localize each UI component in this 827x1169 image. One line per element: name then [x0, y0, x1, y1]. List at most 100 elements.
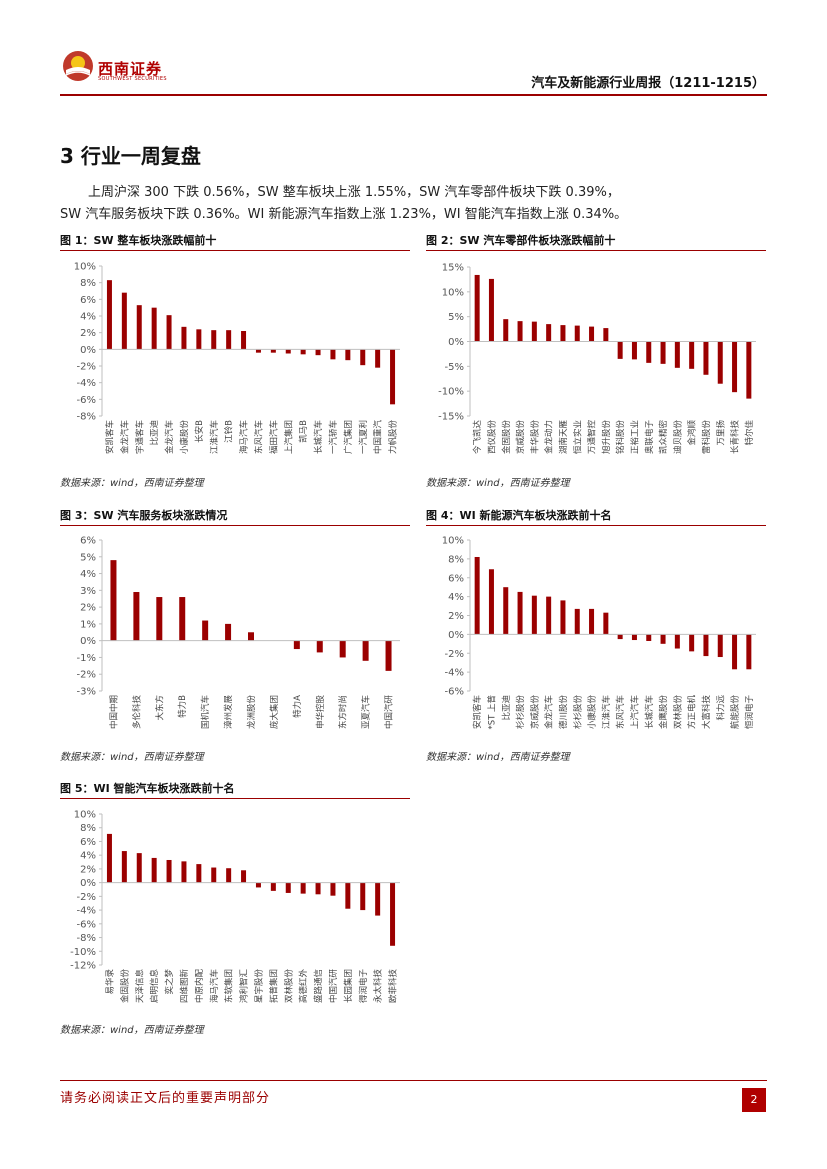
chart-4-category-label: 杉杉股份 — [572, 695, 583, 730]
footer-disclaimer: 请务必阅读正文后的重要声明部分 — [60, 1091, 271, 1106]
chart-4-category-label: 上汽汽车 — [629, 695, 640, 729]
chart-4-category-label: 比亚迪 — [501, 695, 512, 721]
chart-4-y-tick-label: -2% — [445, 649, 464, 660]
chart-4-category-label: 方正电机 — [687, 695, 698, 730]
chart-4-y-tick-label: 6% — [448, 573, 464, 584]
chart-2-bar — [732, 341, 738, 393]
chart-5-category-label: 四维图新 — [179, 969, 190, 1004]
chart-3-y-tick-label: 5% — [80, 552, 96, 563]
chart-2-bar — [617, 341, 623, 359]
chart-1-bar — [121, 292, 127, 350]
chart-5-category-label: 中原内配 — [194, 969, 205, 1004]
chart-4-bar — [646, 634, 652, 641]
chart-5-category-label: 永太科技 — [373, 969, 384, 1004]
chart-4-y-tick-label: -6% — [445, 687, 464, 698]
chart-4-bar — [732, 634, 738, 670]
chart-5-category-label: 双林股份 — [283, 969, 294, 1004]
chart-1-bar — [151, 307, 157, 350]
chart-1-bar — [226, 330, 232, 350]
chart-5-bar — [285, 882, 291, 893]
chart-4-bar — [474, 556, 480, 635]
chart-5-category-label: 高德红外 — [298, 969, 309, 1004]
chart-1-bar — [166, 315, 172, 350]
chart-4-bar — [488, 569, 494, 635]
chart-1-category-label: 长安B — [194, 420, 205, 443]
chart-5-bar — [121, 851, 127, 883]
chart-4-category-label: *ST 上普 — [486, 695, 497, 730]
figure-3-chart: 6% 5% 4% 3% 2% 1% 0% -1% -2% -3% 中国中期 多伦科技 大东方 特力B 国机汽… — [77, 536, 400, 730]
chart-5-bar — [300, 882, 306, 894]
chart-3-category-label: 中国汽研 — [384, 695, 395, 730]
chart-3-category-label: 东方时尚 — [338, 695, 349, 729]
chart-5-category-label: 天泽信息 — [134, 969, 145, 1004]
chart-1-category-label: 东风汽车 — [253, 420, 264, 454]
chart-4-bar — [617, 634, 623, 640]
chart-2-bar — [560, 325, 566, 342]
chart-5-category-label: 中国汽研 — [328, 969, 339, 1004]
chart-4-category-label: 安凯客车 — [472, 695, 483, 729]
chart-5-category-label: 长园集团 — [343, 969, 354, 1003]
chart-5-category-label: 易华录 — [104, 969, 115, 995]
chart-4-bar — [631, 634, 637, 641]
chart-2-category-label: 旭升股份 — [601, 420, 612, 455]
chart-2-category-label: 正裕工业 — [629, 420, 640, 454]
chart-4-bar — [531, 595, 537, 635]
chart-2-category-label: 万通智控 — [587, 420, 598, 455]
chart-1-bar — [315, 349, 321, 356]
chart-4-bar — [517, 591, 523, 635]
chart-2-bar — [631, 341, 637, 360]
chart-5-category-label: 金固股份 — [119, 969, 130, 1004]
chart-4-y-tick-label: 4% — [448, 592, 464, 603]
chart-1-category-label: 中国重汽 — [373, 420, 384, 455]
chart-3-y-tick-label: 0% — [80, 636, 96, 647]
chart-1-bar — [345, 349, 351, 361]
chart-5-y-tick-label: 6% — [80, 837, 96, 848]
figure-3-rule — [60, 525, 410, 526]
chart-3-y-tick-label: -2% — [77, 670, 96, 681]
chart-4-category-label: 金鹰股份 — [658, 695, 669, 730]
chart-2-bar — [603, 328, 609, 342]
chart-4-category-label: 科力远 — [715, 695, 726, 721]
chart-4-bar — [603, 612, 609, 635]
chart-5-y-tick-label: -8% — [77, 933, 96, 944]
chart-3-bar — [293, 640, 300, 650]
chart-4-y-tick-label: 0% — [448, 630, 464, 641]
chart-1-bar — [106, 280, 112, 350]
chart-4-y-tick-label: 8% — [448, 554, 464, 565]
chart-4-bar — [689, 634, 695, 652]
footer-divider — [60, 1080, 767, 1081]
figure-5-source: 数据来源：wind，西南证券整理 — [60, 1025, 204, 1036]
chart-5-y-tick-label: -10% — [70, 947, 96, 958]
chart-4-bar — [574, 608, 580, 635]
chart-4-category-label: 京威股份 — [529, 695, 540, 730]
chart-5-category-label: 奕之梦 — [164, 969, 175, 995]
chart-1-bar — [181, 326, 187, 350]
chart-2-category-label: 金鸿顺 — [687, 420, 698, 446]
chart-5-y-tick-label: 4% — [80, 851, 96, 862]
chart-5-bar — [241, 870, 247, 883]
chart-5-bar — [166, 859, 172, 883]
chart-4-bar — [560, 600, 566, 635]
chart-1-y-tick-label: -6% — [77, 395, 96, 406]
chart-2-y-tick-label: 5% — [448, 312, 464, 323]
chart-1-y-tick-label: 8% — [80, 278, 96, 289]
figure-1-title: 图 1：SW 整车板块涨跌幅前十 — [60, 234, 217, 247]
chart-3-category-label: 龙洲股份 — [246, 695, 257, 730]
chart-5-bar — [255, 882, 261, 888]
chart-1-category-label: 金龙汽车 — [119, 420, 130, 454]
chart-4-category-label: 恒润电子 — [744, 695, 755, 730]
chart-4-bar — [703, 634, 709, 657]
chart-1-category-label: 上汽集团 — [283, 420, 294, 454]
chart-3-category-label: 漳州发展 — [223, 695, 234, 730]
chart-1-y-tick-label: 2% — [80, 328, 96, 339]
chart-1-bar — [196, 329, 202, 350]
chart-2-bar — [703, 341, 709, 375]
chart-5-category-label: 星宇股份 — [253, 969, 264, 1004]
chart-3-y-tick-label: -1% — [77, 653, 96, 664]
chart-3-y-tick-label: 4% — [80, 569, 96, 580]
chart-2-bar — [517, 321, 523, 342]
summary-paragraph-line-2: SW 汽车服务板块下跌 0.36%。WI 新能源汽车指数上涨 1.23%，WI … — [60, 207, 628, 222]
chart-2-category-label: 铭科股份 — [615, 420, 626, 455]
chart-1-category-label: 江铃B — [224, 420, 235, 443]
chart-4-category-label: 双林股份 — [672, 695, 683, 730]
